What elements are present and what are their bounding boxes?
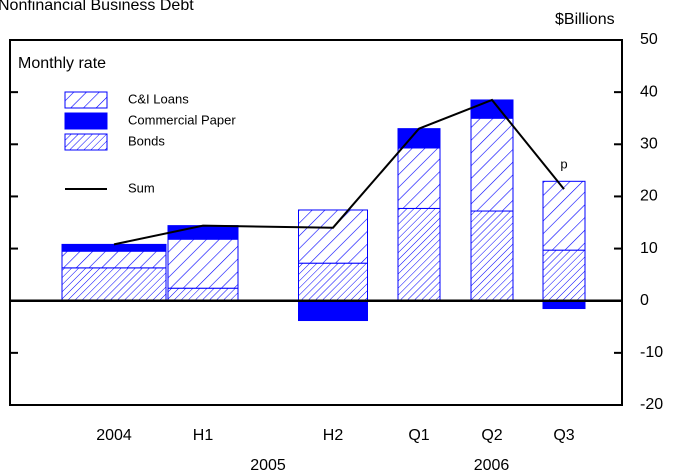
bar-segment: [397, 147, 441, 209]
x-group-label: 2006: [474, 457, 510, 474]
bar-segment: [298, 209, 368, 264]
bar-segment: [298, 300, 368, 322]
x-tick-label: 2004: [96, 427, 132, 444]
y-tick-label: -20: [640, 396, 663, 413]
y-tick-label: 20: [640, 188, 658, 205]
sum-line: [113, 98, 565, 246]
y-tick-label: 50: [640, 31, 658, 48]
legend-swatch: [64, 133, 108, 151]
legend-swatch: [64, 91, 108, 109]
chart-title: Nonfinancial Business Debt: [0, 0, 194, 14]
x-tick-label: Q3: [553, 427, 574, 444]
y-tick-label: 30: [640, 136, 658, 153]
bar-segment: [542, 249, 586, 302]
y-tick-label: 10: [640, 240, 658, 257]
bar-segment: [61, 243, 167, 252]
bar-segment: [167, 225, 239, 240]
bar-segment: [397, 207, 441, 302]
plot-frame: [9, 39, 623, 406]
bar-segment: [167, 287, 239, 302]
x-tick-label: Q2: [481, 427, 502, 444]
y-axis-label: $Billions: [555, 11, 615, 28]
legend-swatch: [64, 112, 108, 130]
x-tick-label: H2: [323, 427, 344, 444]
bar-segment: [470, 117, 514, 212]
bar-segment: [542, 180, 586, 251]
y-tick-label: 0: [640, 292, 649, 309]
x-tick-label: H1: [193, 427, 214, 444]
bar-segment: [298, 262, 368, 302]
bar-segment: [61, 250, 167, 269]
bar-segment: [470, 210, 514, 302]
bar-segment: [167, 238, 239, 289]
legend-label: Sum: [128, 180, 155, 195]
x-group-label: 2005: [250, 457, 286, 474]
x-tick-label: Q1: [408, 427, 429, 444]
bar-segment: [61, 267, 167, 302]
legend-label: C&I Loans: [128, 91, 189, 106]
legend-label: Bonds: [128, 133, 165, 148]
y-tick-label: -10: [640, 344, 663, 361]
subtitle: Monthly rate: [18, 55, 106, 72]
bar-segment: [470, 99, 514, 119]
y-tick-label: 40: [640, 83, 658, 100]
legend-label: Commercial Paper: [128, 112, 236, 127]
annotation: p: [560, 157, 567, 172]
